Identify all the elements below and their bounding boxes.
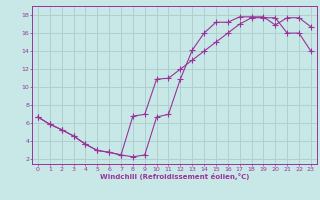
X-axis label: Windchill (Refroidissement éolien,°C): Windchill (Refroidissement éolien,°C) [100, 173, 249, 180]
